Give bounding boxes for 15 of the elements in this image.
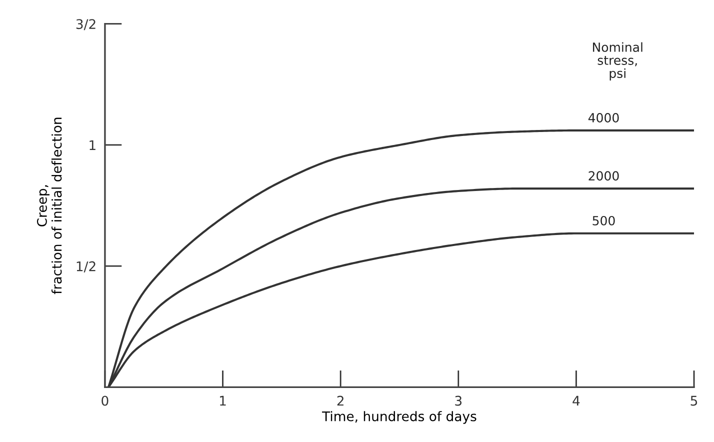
- legend-title: Nominal stress, psi: [592, 42, 642, 80]
- series-label: 2000: [588, 171, 619, 181]
- x-tick-label: 2: [337, 396, 344, 406]
- series-label: 4000: [588, 113, 619, 122]
- x-tick-label: 1: [220, 396, 226, 406]
- x-tick-label: 0: [102, 396, 108, 406]
- y-tick-label: 1: [90, 140, 96, 150]
- y-tick-label: 1/2: [76, 261, 96, 272]
- x-axis-title: Time, hundreds of days: [322, 411, 476, 424]
- x-tick-label: 5: [690, 396, 698, 406]
- y-axis-title: Creep, fraction of initial deflection: [36, 118, 62, 294]
- series-label: 500: [592, 216, 615, 226]
- x-tick-label: 3: [455, 396, 462, 406]
- y-tick-label: 3/2: [76, 19, 96, 30]
- x-tick-label: 4: [572, 396, 580, 406]
